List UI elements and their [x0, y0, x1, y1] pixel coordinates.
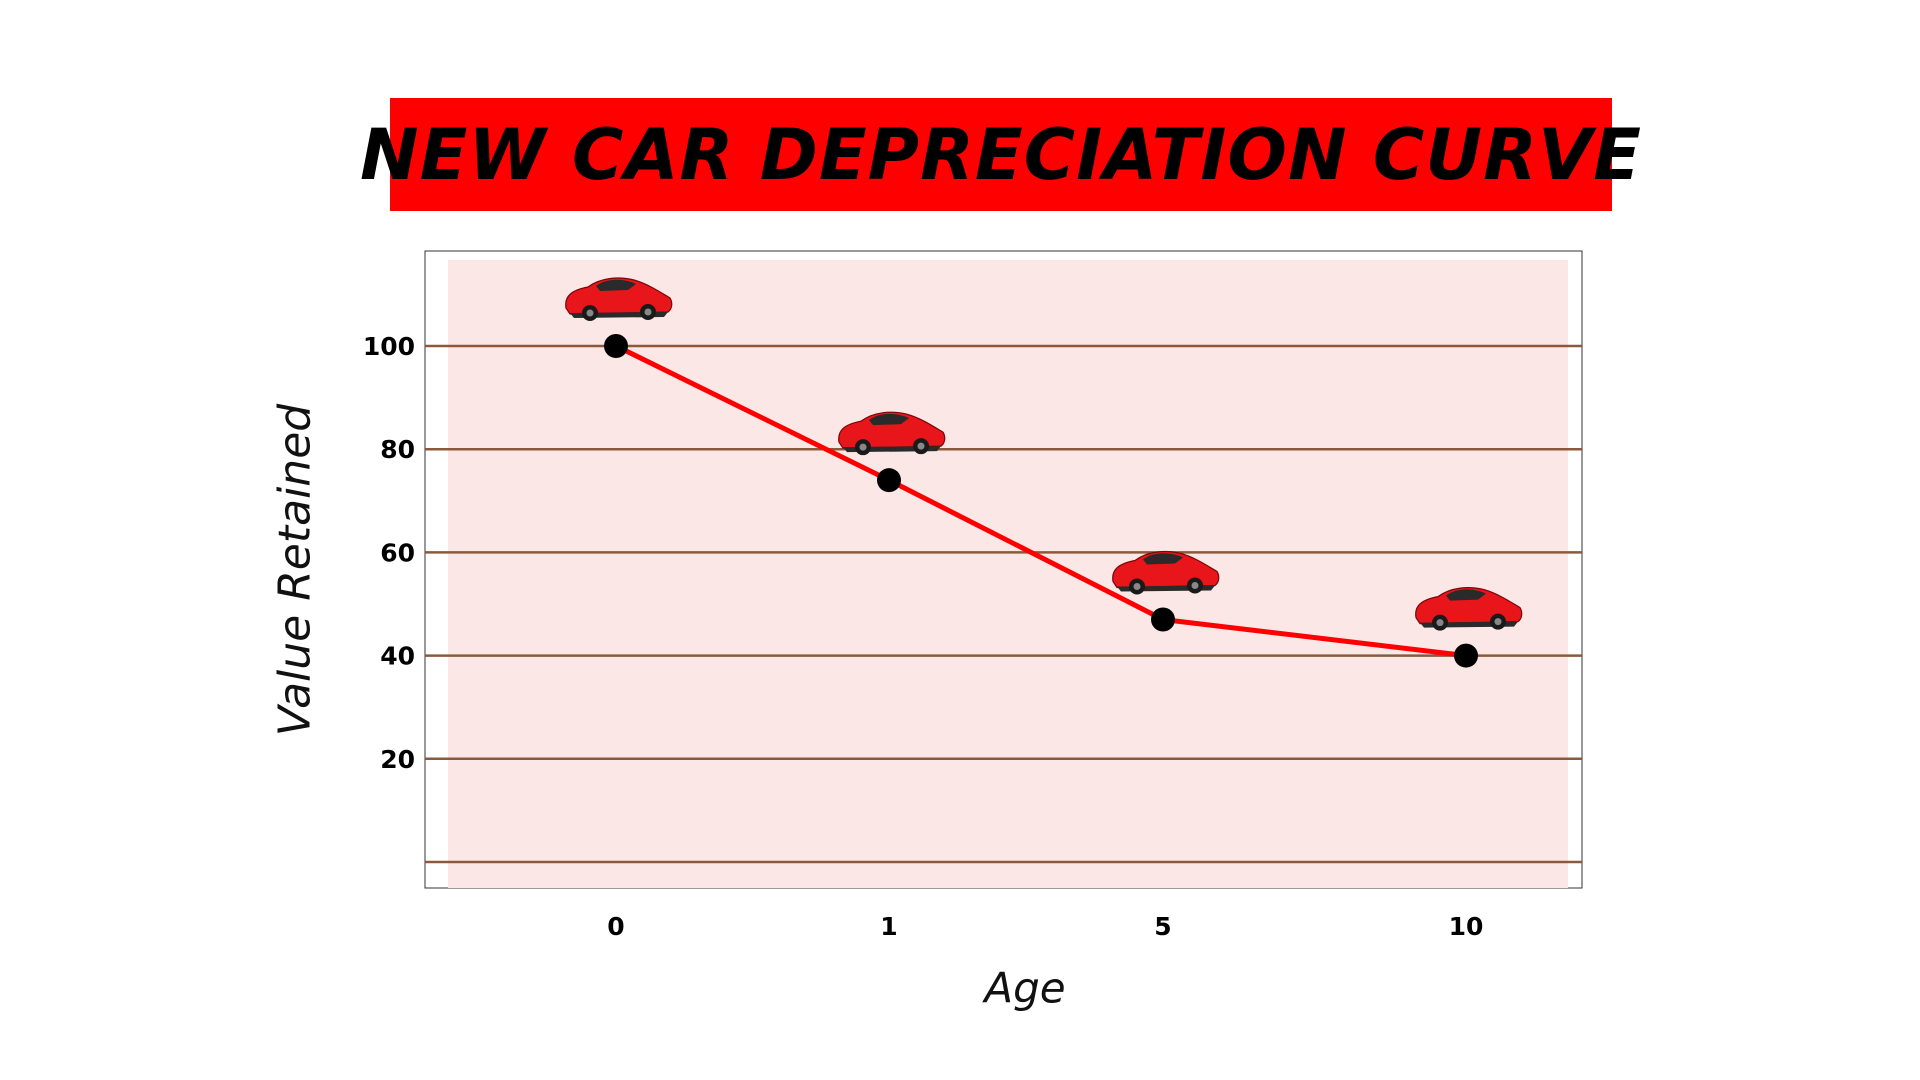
x-tick-label: 10 — [1449, 912, 1484, 941]
y-tick-label: 40 — [380, 642, 415, 671]
chart-title: NEW CAR DEPRECIATION CURVE — [360, 113, 1643, 196]
data-point — [1151, 607, 1175, 632]
series-line-path — [614, 343, 1467, 659]
title-banner: NEW CAR DEPRECIATION CURVE — [360, 98, 1641, 211]
y-axis-label: Value Retained — [269, 403, 321, 737]
data-point — [604, 334, 628, 358]
x-tick-label: 0 — [607, 912, 624, 941]
x-tick-label: 1 — [880, 912, 897, 941]
x-tick-label: 5 — [1154, 912, 1171, 941]
y-tick-label: 60 — [380, 538, 415, 567]
y-tick-labels: 100 80 60 40 20 — [363, 332, 415, 774]
data-point — [877, 468, 901, 493]
x-tick-labels: 0 1 5 10 — [607, 912, 1483, 941]
plot-background — [448, 260, 1568, 888]
x-axis-label: Age — [984, 963, 1066, 1013]
data-point — [1454, 643, 1478, 668]
y-tick-label: 80 — [380, 435, 415, 464]
series-markers — [604, 334, 1478, 668]
series-line — [614, 343, 1467, 659]
y-tick-label: 20 — [380, 745, 415, 774]
gridlines — [425, 344, 1582, 864]
y-tick-label: 100 — [363, 332, 415, 361]
